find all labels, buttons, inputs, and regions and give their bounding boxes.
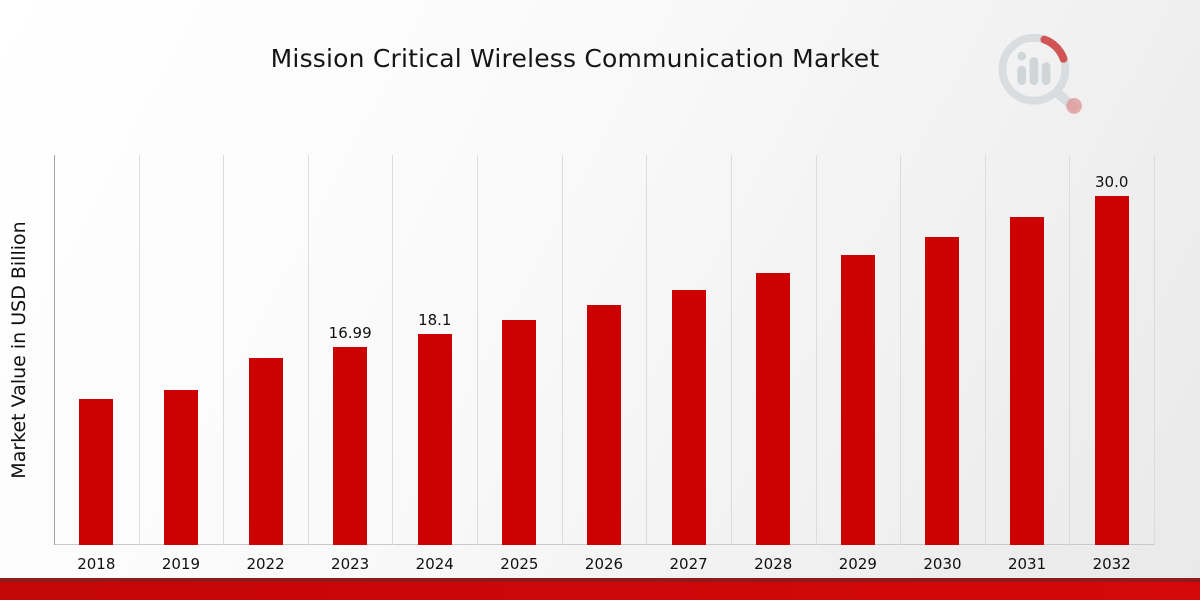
bar-2025 xyxy=(502,320,537,545)
plot-area: 16.99 18.1 30.0 xyxy=(54,155,1155,545)
gridline xyxy=(1154,155,1155,545)
gridline xyxy=(561,155,563,545)
gridline xyxy=(900,155,902,545)
gridline xyxy=(477,155,479,545)
bar-chart-magnifier-logo-icon xyxy=(998,33,1082,114)
bar-2032 xyxy=(1094,195,1129,545)
bar-2026 xyxy=(587,305,621,545)
x-tick-label: 2031 xyxy=(1007,555,1047,573)
chart-title: Mission Critical Wireless Communication … xyxy=(270,44,880,73)
x-tick-label: 2025 xyxy=(500,555,539,573)
x-tick-label: 2023 xyxy=(331,555,370,573)
y-axis-label: Market Value in USD Billion xyxy=(8,221,30,479)
x-tick-label: 2022 xyxy=(246,555,285,573)
x-tick-label: 2032 xyxy=(1092,555,1131,573)
gridline xyxy=(984,155,986,545)
x-axis-labels: 2018 2019 2022 2023 2024 2025 2026 2027 2028 2029… xyxy=(54,555,1154,575)
gridline xyxy=(730,155,732,545)
gridline xyxy=(646,155,648,545)
bar-value-label: 18.1 xyxy=(418,311,452,330)
bar-2027 xyxy=(671,290,706,545)
bar-2023 xyxy=(333,347,368,545)
x-tick-label: 2019 xyxy=(161,555,201,573)
bar-2028 xyxy=(756,272,791,545)
bar-value-label: 16.99 xyxy=(328,324,372,343)
gridline xyxy=(223,155,225,545)
gridline xyxy=(307,155,309,545)
bar-2031 xyxy=(1010,216,1045,545)
x-tick-label: 2029 xyxy=(838,555,877,573)
bar-2029 xyxy=(840,255,875,545)
x-tick-label: 2028 xyxy=(754,555,793,573)
bar-2024 xyxy=(417,334,452,545)
x-tick-label: 2024 xyxy=(415,555,454,573)
x-tick-label: 2030 xyxy=(923,555,962,573)
gridline xyxy=(392,155,394,545)
x-tick-label: 2026 xyxy=(584,555,624,573)
y-axis-line xyxy=(54,155,55,545)
bar-2030 xyxy=(925,236,960,545)
bar-2019 xyxy=(163,390,198,545)
gridline xyxy=(815,155,817,545)
bar-2018 xyxy=(79,399,114,545)
gridline xyxy=(1069,155,1071,545)
footer-bar xyxy=(0,578,1200,600)
x-tick-label: 2018 xyxy=(77,555,116,573)
bar-value-label: 30.0 xyxy=(1094,172,1129,191)
bar-2022 xyxy=(248,357,283,545)
gridline xyxy=(138,155,140,545)
x-tick-label: 2027 xyxy=(669,555,708,573)
